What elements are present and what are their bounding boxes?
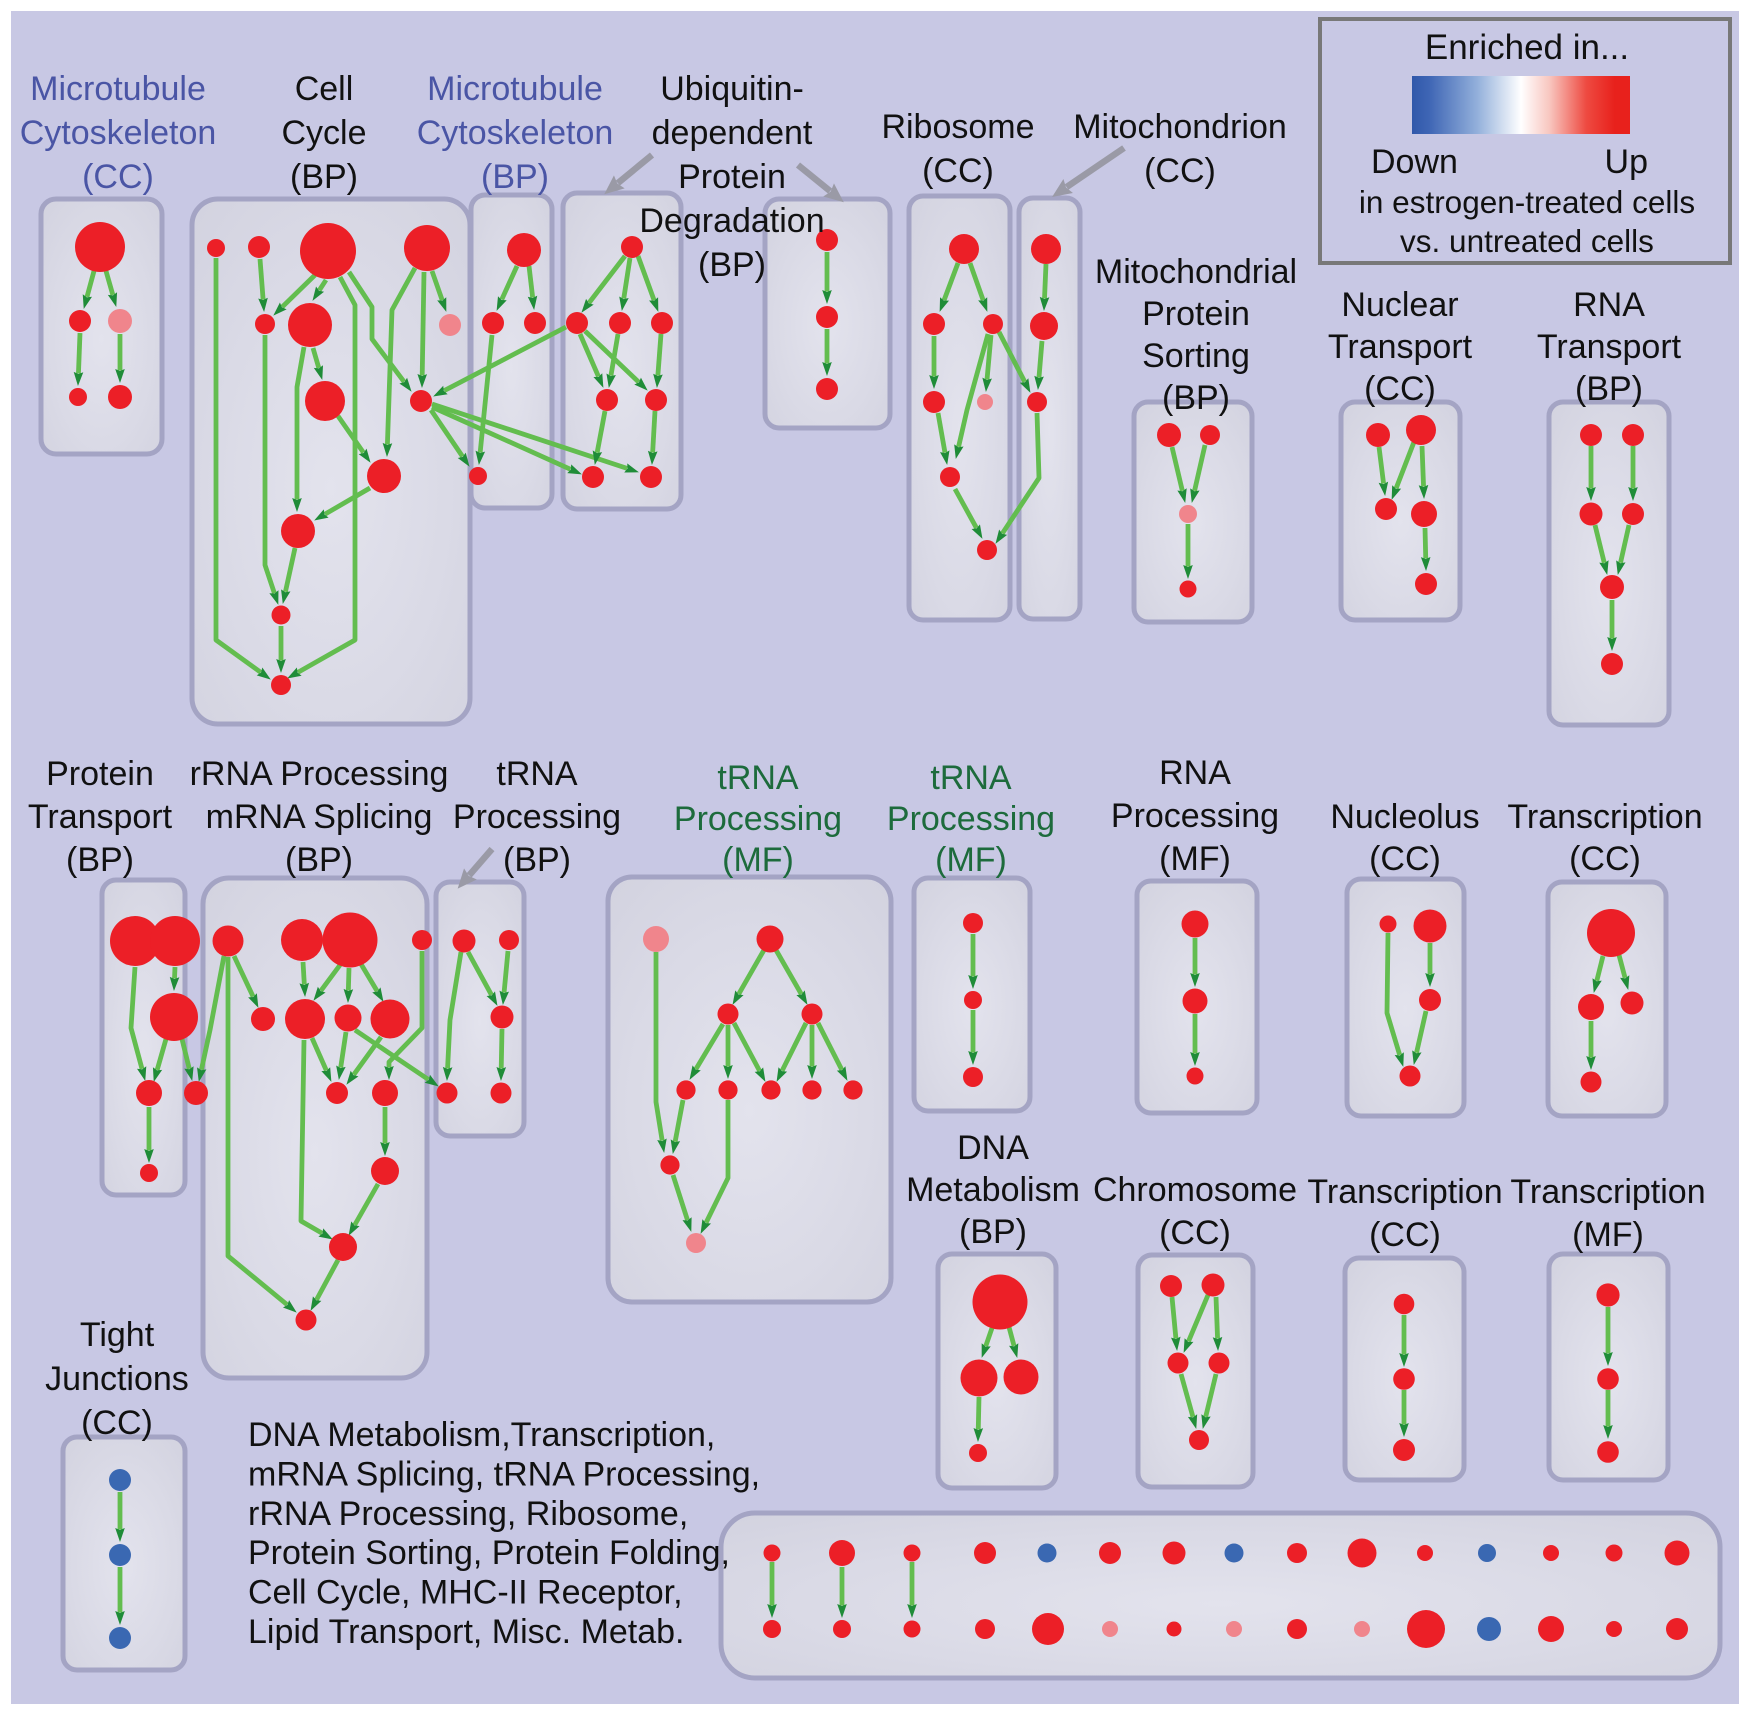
svg-text:(CC): (CC) <box>1569 840 1641 878</box>
svg-text:(BP): (BP) <box>503 841 571 879</box>
svg-text:Sorting: Sorting <box>1142 337 1250 375</box>
svg-text:rRNA Processing: rRNA Processing <box>190 755 449 793</box>
svg-text:RNA: RNA <box>1159 754 1231 792</box>
svg-text:Lipid Transport, Misc. Metab.: Lipid Transport, Misc. Metab. <box>248 1613 685 1651</box>
svg-text:rRNA Processing, Ribosome,: rRNA Processing, Ribosome, <box>248 1495 688 1533</box>
svg-text:Junctions: Junctions <box>45 1360 189 1398</box>
svg-text:Protein: Protein <box>1142 295 1250 333</box>
svg-text:tRNA: tRNA <box>717 759 799 797</box>
svg-text:(CC): (CC) <box>922 152 994 190</box>
svg-text:Nuclear: Nuclear <box>1341 286 1458 324</box>
svg-text:Transcription: Transcription <box>1507 798 1702 836</box>
svg-text:Processing: Processing <box>674 800 842 838</box>
svg-text:Nucleolus: Nucleolus <box>1330 798 1479 836</box>
svg-text:Protein: Protein <box>678 158 786 196</box>
svg-text:(BP): (BP) <box>698 246 766 284</box>
svg-text:(MF): (MF) <box>935 841 1007 879</box>
svg-text:(CC): (CC) <box>81 1404 153 1442</box>
svg-text:Protein Sorting, Protein Foldi: Protein Sorting, Protein Folding, <box>248 1534 730 1572</box>
svg-text:tRNA: tRNA <box>930 759 1012 797</box>
svg-text:Microtubule: Microtubule <box>30 70 206 108</box>
svg-text:mRNA Splicing, tRNA Processing: mRNA Splicing, tRNA Processing, <box>248 1455 760 1493</box>
svg-text:(BP): (BP) <box>1575 370 1643 408</box>
svg-text:Protein: Protein <box>46 755 154 793</box>
svg-text:Chromosome: Chromosome <box>1093 1171 1297 1209</box>
svg-text:(BP): (BP) <box>290 158 358 196</box>
svg-text:(CC): (CC) <box>1364 370 1436 408</box>
svg-text:Degradation: Degradation <box>639 202 824 240</box>
svg-text:(MF): (MF) <box>1572 1216 1644 1254</box>
svg-text:(CC): (CC) <box>1369 840 1441 878</box>
svg-text:Cytoskeleton: Cytoskeleton <box>417 114 614 152</box>
svg-text:(BP): (BP) <box>285 841 353 879</box>
svg-text:tRNA: tRNA <box>496 755 578 793</box>
svg-text:Transport: Transport <box>1537 328 1682 366</box>
svg-text:vs. untreated cells: vs. untreated cells <box>1400 223 1654 259</box>
svg-text:Cycle: Cycle <box>281 114 366 152</box>
svg-text:Ubiquitin-: Ubiquitin- <box>660 70 804 108</box>
svg-text:DNA: DNA <box>957 1129 1029 1167</box>
svg-text:Cell Cycle, MHC-II Receptor,: Cell Cycle, MHC-II Receptor, <box>248 1574 683 1612</box>
svg-text:Transport: Transport <box>1328 328 1473 366</box>
svg-text:Microtubule: Microtubule <box>427 70 603 108</box>
svg-text:Ribosome: Ribosome <box>881 108 1034 146</box>
svg-text:Enriched in...: Enriched in... <box>1425 28 1629 67</box>
svg-text:Transcription: Transcription <box>1510 1173 1705 1211</box>
svg-text:(MF): (MF) <box>722 841 794 879</box>
svg-text:Cytoskeleton: Cytoskeleton <box>20 114 217 152</box>
svg-text:(CC): (CC) <box>82 158 154 196</box>
svg-text:(CC): (CC) <box>1159 1214 1231 1252</box>
svg-text:(BP): (BP) <box>481 158 549 196</box>
svg-text:Transcription: Transcription <box>1307 1173 1502 1211</box>
svg-text:Processing: Processing <box>1111 797 1279 835</box>
svg-text:Tight: Tight <box>80 1316 155 1354</box>
svg-text:in estrogen-treated cells: in estrogen-treated cells <box>1359 184 1695 220</box>
svg-text:(BP): (BP) <box>1162 379 1230 417</box>
svg-text:RNA: RNA <box>1573 286 1645 324</box>
svg-text:(BP): (BP) <box>959 1213 1027 1251</box>
svg-text:DNA Metabolism,Transcription,: DNA Metabolism,Transcription, <box>248 1416 715 1454</box>
svg-text:Mitochondrial: Mitochondrial <box>1095 253 1297 291</box>
svg-text:(CC): (CC) <box>1144 152 1216 190</box>
svg-text:Processing: Processing <box>453 798 621 836</box>
svg-text:(CC): (CC) <box>1369 1216 1441 1254</box>
svg-text:Up: Up <box>1605 143 1648 181</box>
svg-text:(BP): (BP) <box>66 841 134 879</box>
svg-text:Mitochondrion: Mitochondrion <box>1073 108 1287 146</box>
svg-text:Processing: Processing <box>887 800 1055 838</box>
svg-text:Cell: Cell <box>295 70 354 108</box>
svg-text:dependent: dependent <box>652 114 813 152</box>
svg-text:(MF): (MF) <box>1159 840 1231 878</box>
svg-text:Transport: Transport <box>28 798 173 836</box>
svg-text:Metabolism: Metabolism <box>906 1171 1080 1209</box>
svg-text:Down: Down <box>1371 143 1458 181</box>
svg-text:mRNA Splicing: mRNA Splicing <box>206 798 433 836</box>
